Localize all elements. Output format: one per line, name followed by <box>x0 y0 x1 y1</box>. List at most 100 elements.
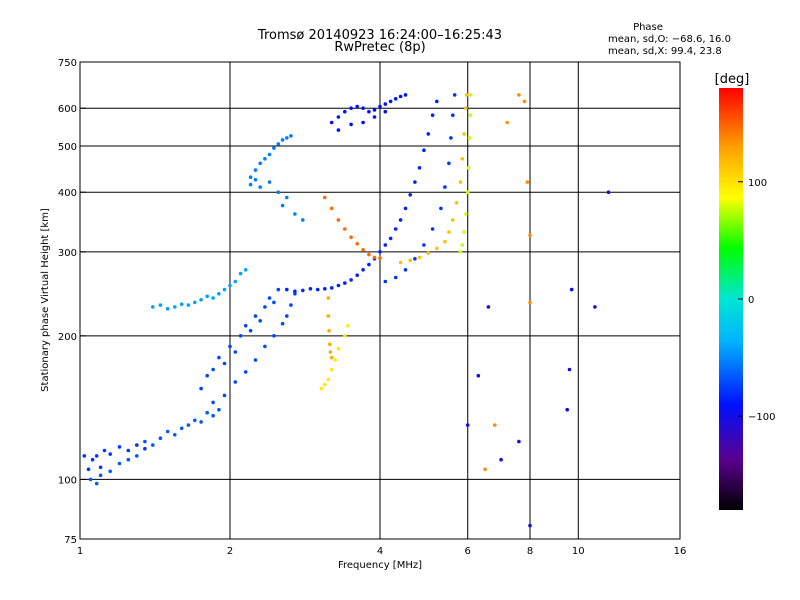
data-point <box>217 355 221 360</box>
data-point <box>378 104 382 109</box>
data-point <box>378 256 382 260</box>
data-point <box>173 305 177 309</box>
data-point <box>522 99 527 104</box>
data-point <box>193 418 197 423</box>
data-point <box>447 230 451 234</box>
data-point <box>464 212 468 216</box>
data-point <box>211 413 215 418</box>
data-point <box>323 195 327 200</box>
data-point <box>449 136 453 140</box>
data-point <box>361 106 365 110</box>
data-point <box>408 258 413 263</box>
data-point <box>328 350 333 354</box>
data-point <box>499 457 503 462</box>
data-point <box>403 206 408 211</box>
data-point <box>361 120 365 125</box>
data-point <box>393 97 398 101</box>
data-point <box>349 235 353 239</box>
data-point <box>468 113 473 117</box>
phase-stats-o: mean, sd,O: −68.6, 16.0 <box>608 34 731 45</box>
data-point <box>253 358 258 362</box>
data-point <box>329 355 334 360</box>
data-point <box>285 314 289 318</box>
data-point <box>253 177 258 182</box>
data-point <box>90 457 95 462</box>
data-point <box>393 227 398 231</box>
data-point <box>117 445 122 449</box>
data-point <box>248 182 253 187</box>
data-point <box>293 212 297 216</box>
data-point <box>82 454 87 458</box>
data-point <box>528 523 532 528</box>
data-point <box>205 294 209 299</box>
data-point <box>238 271 243 276</box>
data-point <box>135 443 139 447</box>
data-point <box>301 218 305 222</box>
data-point <box>329 367 334 372</box>
data-point <box>108 452 112 456</box>
data-point <box>186 303 191 307</box>
x-tick-label: 2 <box>227 546 233 557</box>
data-point <box>253 168 258 172</box>
data-point <box>462 132 466 136</box>
data-point <box>398 260 403 265</box>
data-point <box>355 104 360 109</box>
data-point <box>233 279 238 284</box>
data-point <box>253 314 258 318</box>
data-point <box>483 467 487 472</box>
data-point <box>355 273 360 278</box>
data-point <box>293 289 297 294</box>
data-point <box>467 136 472 140</box>
data-point <box>228 283 232 288</box>
data-point <box>528 233 532 237</box>
data-point <box>430 113 435 117</box>
data-point <box>276 190 281 194</box>
data-point <box>248 175 253 179</box>
data-point <box>443 185 447 189</box>
data-point <box>308 287 313 291</box>
data-point <box>243 268 248 272</box>
chart-title: Tromsø 20140923 16:24:00–16:25:43 <box>257 28 502 43</box>
data-point <box>263 157 267 161</box>
data-point <box>272 334 276 338</box>
data-point <box>408 193 413 197</box>
data-point <box>117 461 122 466</box>
data-point <box>143 446 147 451</box>
data-point <box>361 248 365 252</box>
phase-stats-x: mean, sd,X: 99.4, 23.8 <box>608 46 722 57</box>
data-point <box>403 93 408 97</box>
data-point <box>329 286 334 290</box>
data-point <box>346 323 350 328</box>
data-point <box>165 306 170 311</box>
x-axis-label: Frequency [MHz] <box>338 560 422 571</box>
data-point <box>466 166 471 170</box>
data-point <box>486 305 491 309</box>
data-point <box>343 109 347 114</box>
data-point <box>326 296 331 300</box>
data-point <box>329 206 334 211</box>
data-point <box>228 344 232 349</box>
data-point <box>378 250 382 254</box>
data-point <box>372 108 377 112</box>
y-tick-label: 500 <box>58 142 77 153</box>
data-point <box>199 386 203 391</box>
y-tick-label: 600 <box>58 104 77 115</box>
data-point <box>505 120 510 125</box>
data-point <box>258 161 263 166</box>
data-point <box>517 439 521 444</box>
data-point <box>336 346 341 351</box>
x-tick-label: 1 <box>77 546 83 557</box>
data-point <box>319 386 324 391</box>
data-point <box>222 361 227 366</box>
data-point <box>179 302 184 307</box>
x-tick-label: 16 <box>674 546 687 557</box>
data-point <box>333 358 337 362</box>
data-point <box>336 115 341 119</box>
data-point <box>293 292 297 296</box>
x-tick-label: 6 <box>465 546 471 557</box>
y-tick-label: 400 <box>58 188 77 199</box>
data-point <box>276 287 281 292</box>
data-point <box>593 305 597 309</box>
data-point <box>88 477 93 482</box>
